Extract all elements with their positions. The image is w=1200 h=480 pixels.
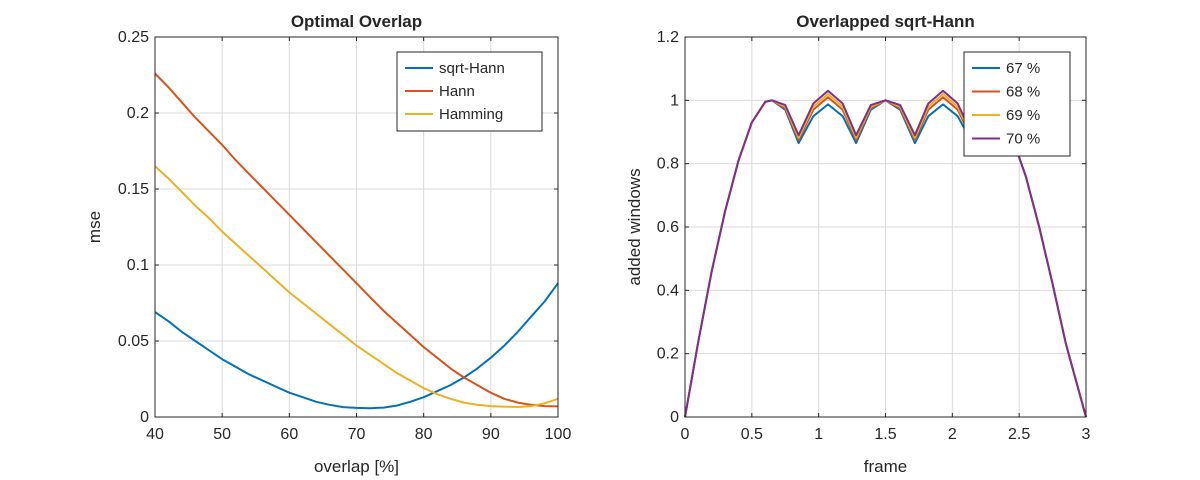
x-tick-label: 0.5 (741, 426, 763, 443)
y-tick-label: 0.8 (657, 156, 679, 173)
legend-entry: 70 % (1006, 131, 1040, 148)
legend-entry: sqrt-Hann (439, 60, 505, 77)
x-tick-label: 40 (146, 426, 164, 443)
axes-overlapped-sqrt-hann: 0 0.5 1 1.5 2 2.5 3 0 0.2 0.4 0.6 0.8 1 1.2 Overlappe… (625, 12, 1091, 476)
y-tick-label: 0.05 (118, 333, 149, 350)
grid (685, 37, 1086, 417)
x-tick-label: 60 (280, 426, 298, 443)
x-tick-label: 70 (348, 426, 366, 443)
axes-optimal-overlap: 40 50 60 70 80 90 100 0 0.05 0.1 0.15 0.2 0.25 Optim… (85, 12, 571, 476)
x-axis-label: frame (864, 457, 907, 476)
y-tick-label: 0.2 (657, 346, 679, 363)
x-tick-label: 80 (415, 426, 433, 443)
y-tick-label: 1.2 (657, 29, 679, 46)
y-tick-label: 0 (140, 409, 149, 426)
x-tick-label: 2 (948, 426, 957, 443)
y-tick-label: 0.15 (118, 181, 149, 198)
legend-entry: 67 % (1006, 60, 1040, 77)
x-tick-label: 3 (1082, 426, 1091, 443)
x-tick-label: 90 (482, 426, 500, 443)
y-tick-label: 0.2 (127, 105, 149, 122)
x-tick-label: 1.5 (874, 426, 896, 443)
x-tick-label: 2.5 (1008, 426, 1030, 443)
y-axis-label: mse (85, 211, 104, 243)
x-axis-label: overlap [%] (314, 457, 399, 476)
x-tick-label: 0 (681, 426, 690, 443)
chart-title: Overlapped sqrt-Hann (796, 12, 975, 31)
ticks: 40 50 60 70 80 90 100 0 0.05 0.1 0.15 0.2 0.25 (118, 29, 572, 443)
y-tick-label: 0.1 (127, 257, 149, 274)
legend-entry: Hamming (439, 106, 503, 123)
y-tick-label: 0.6 (657, 219, 679, 236)
series-lines (154, 72, 559, 410)
series-line (154, 282, 559, 410)
x-tick-label: 100 (545, 426, 572, 443)
series-line (154, 165, 559, 408)
y-tick-label: 0.4 (657, 282, 679, 299)
legend: sqrt-Hann Hann Hamming (396, 51, 543, 132)
x-tick-label: 50 (213, 426, 231, 443)
y-tick-label: 0.25 (118, 29, 149, 46)
y-axis-label: added windows (625, 168, 644, 285)
y-tick-label: 0 (670, 409, 679, 426)
legend-entry: 69 % (1006, 107, 1040, 124)
y-tick-label: 1 (670, 92, 679, 109)
legend-entry: 68 % (1006, 84, 1040, 101)
legend: 67 % 68 % 69 % 70 % (963, 51, 1071, 157)
x-tick-label: 1 (814, 426, 823, 443)
chart-title: Optimal Overlap (291, 12, 422, 31)
legend-entry: Hann (439, 83, 475, 100)
series-line (154, 72, 559, 408)
ticks: 0 0.5 1 1.5 2 2.5 3 0 0.2 0.4 0.6 0.8 1 1.2 (657, 29, 1091, 443)
